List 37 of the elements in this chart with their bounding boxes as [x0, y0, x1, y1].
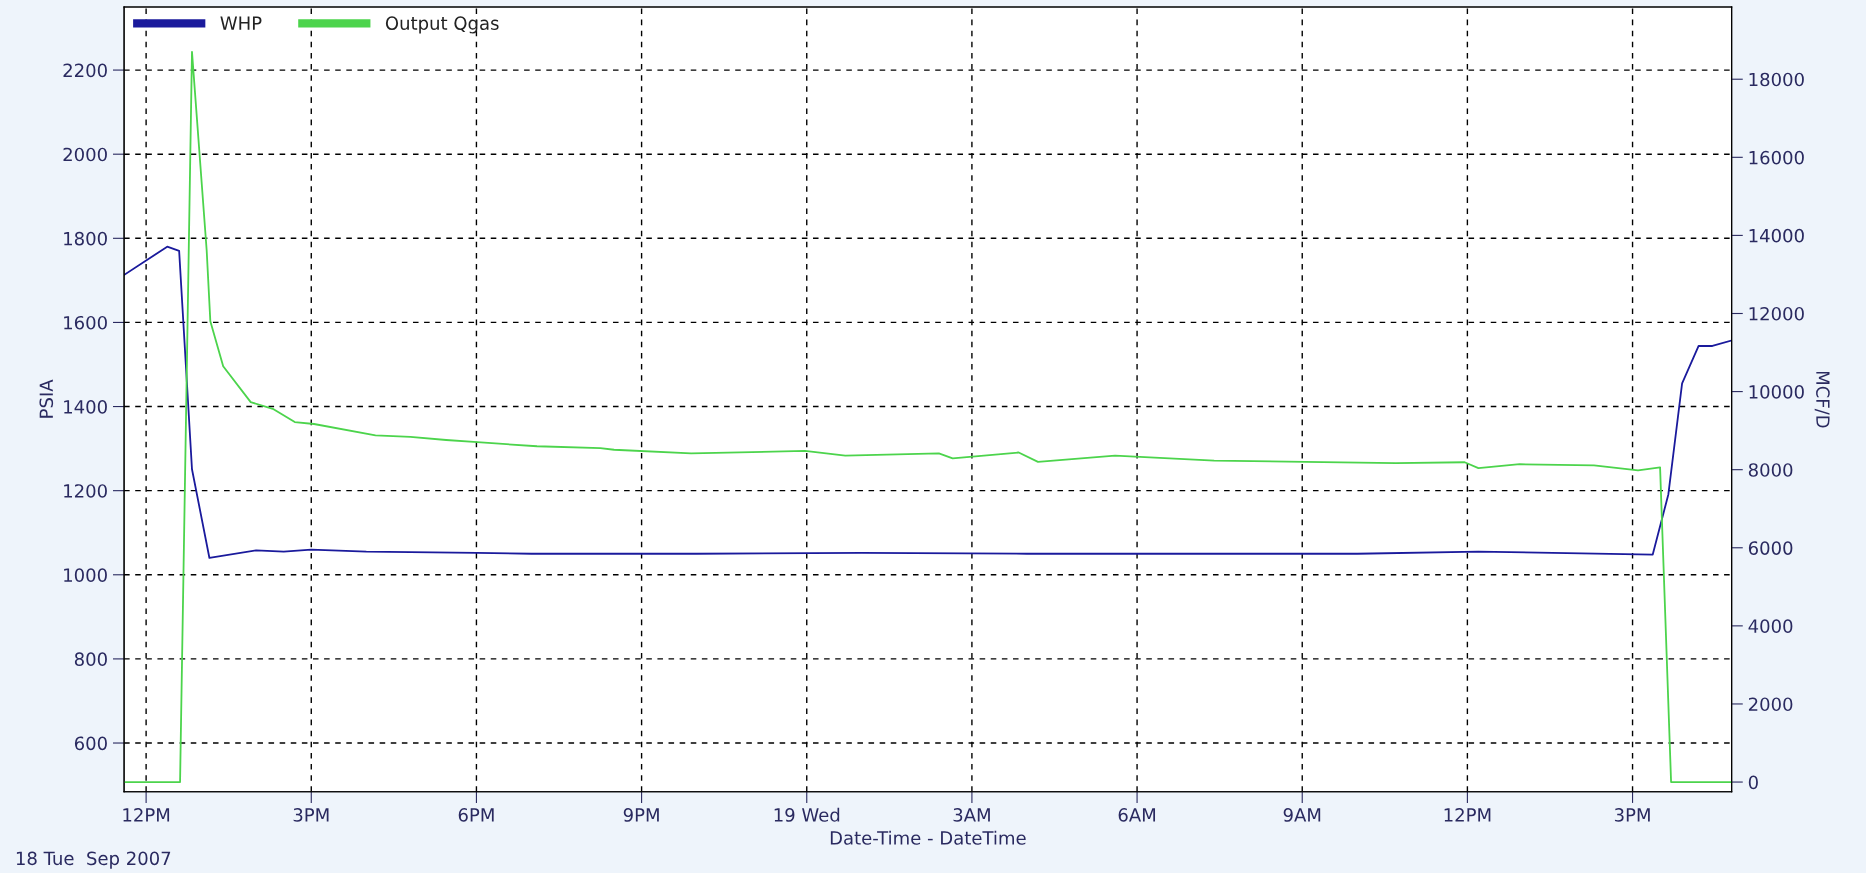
legend-label: WHP: [220, 16, 262, 30]
y2-tick-label: 18000: [1749, 72, 1804, 87]
y2-tick-label: 16000: [1749, 150, 1804, 165]
x-tick-label: 6AM: [1118, 808, 1156, 822]
y-tick-label: 2000: [63, 147, 107, 162]
y-axis-title: PSIA: [39, 379, 54, 418]
x-tick-label: 9AM: [1283, 808, 1321, 822]
y2-tick-label: 8000: [1748, 463, 1793, 477]
y-tick-label: 800: [74, 652, 107, 667]
x-tick-label: 6PM: [458, 808, 494, 822]
y2-tick-label: 6000: [1748, 541, 1793, 555]
x-tick-label: 19 Wed: [774, 807, 840, 822]
y-tick-label: 1600: [64, 315, 107, 330]
y2-tick-label: 2000: [1748, 697, 1793, 712]
y-tick-label: 2200: [63, 63, 107, 78]
x-tick-label: 3PM: [293, 808, 329, 822]
y2-tick-label: 12000: [1749, 306, 1804, 321]
y2-axis-title: MCF/D: [1814, 371, 1830, 428]
line-series: [124, 245, 1732, 559]
y-tick-label: 1000: [64, 568, 107, 582]
x-tick-label: 3AM: [953, 808, 990, 822]
legend-label: Output Qgas: [385, 16, 499, 34]
x-tick-label: 9PM: [623, 808, 659, 822]
y2-tick-label: 10000: [1749, 385, 1804, 399]
y2-tick-label: 14000: [1749, 228, 1804, 243]
y-tick-label: 1200: [64, 484, 107, 498]
y2-tick-label: 4000: [1748, 619, 1793, 633]
text: 18 Tue Sep 2007: [16, 851, 171, 869]
y-tick-label: 1800: [64, 231, 107, 246]
y2-tick-label: 0: [1748, 775, 1758, 790]
x-tick-label: 3PM: [1614, 808, 1650, 822]
x-tick-label: 12PM: [1444, 808, 1491, 822]
y-tick-label: 1400: [64, 400, 107, 414]
y-tick-label: 600: [74, 736, 107, 751]
line-series: [124, 50, 1732, 783]
x-tick-label: 12PM: [123, 808, 170, 822]
x-axis-title: Date-Time - DateTime: [830, 830, 1026, 845]
